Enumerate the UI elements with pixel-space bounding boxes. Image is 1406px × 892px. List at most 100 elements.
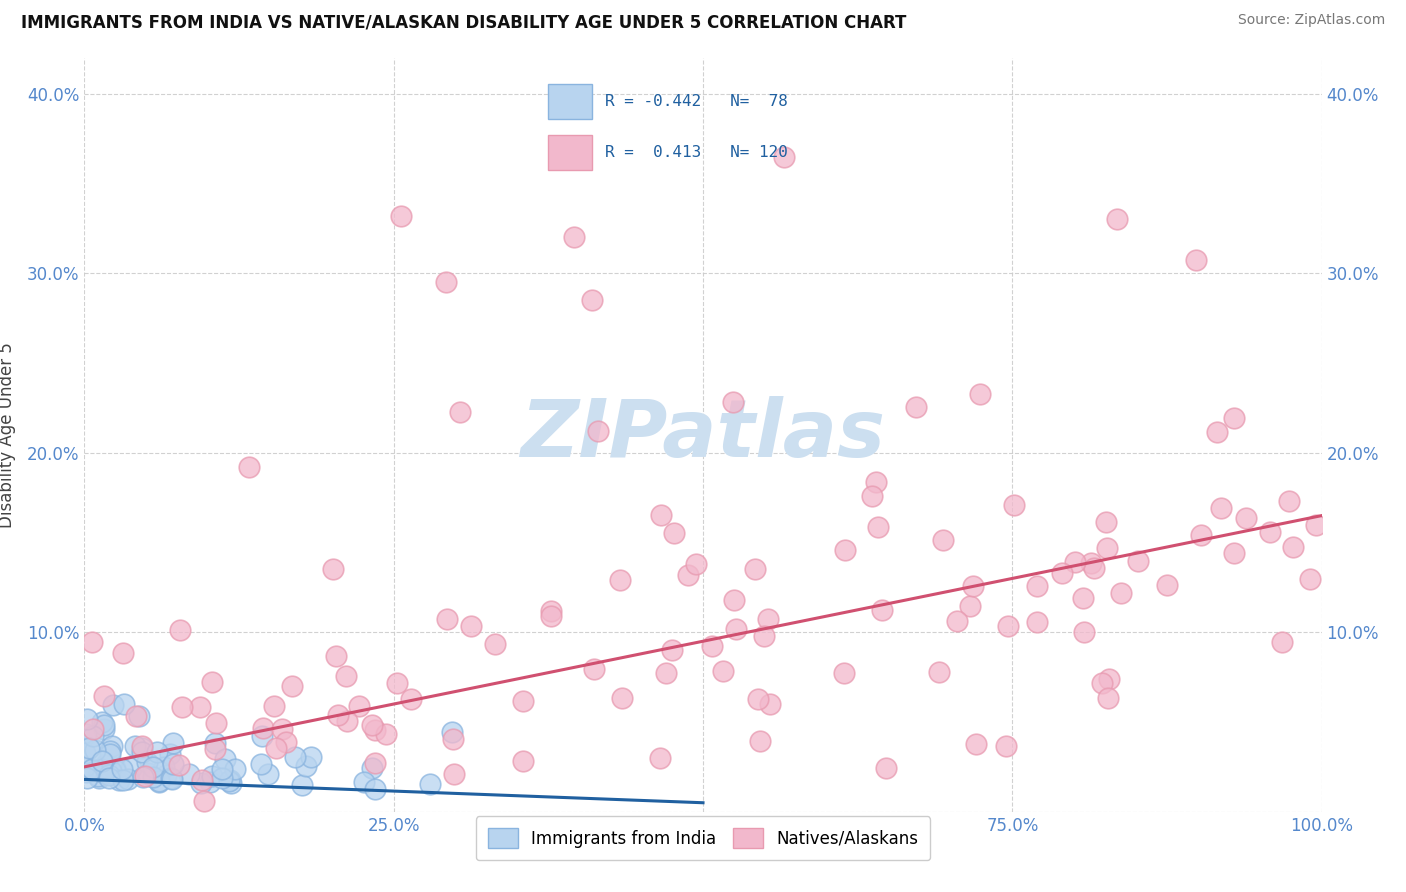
Point	[1222, 546, 1244, 560]
Point	[136, 766, 159, 780]
Point	[322, 562, 344, 576]
Point	[1080, 557, 1102, 571]
Point	[832, 665, 855, 680]
Point	[76, 772, 98, 786]
Point	[155, 768, 177, 782]
Point	[749, 734, 772, 748]
Point	[76, 712, 98, 726]
Point	[91, 754, 114, 768]
Text: R =  0.413   N= 120: R = 0.413 N= 120	[605, 145, 787, 161]
Point	[685, 558, 707, 572]
Point	[162, 756, 184, 771]
Point	[263, 699, 285, 714]
Point	[1278, 494, 1301, 508]
Point	[73, 759, 96, 773]
Point	[1098, 673, 1121, 687]
Point	[160, 771, 183, 785]
Point	[1107, 212, 1129, 227]
Point	[111, 762, 134, 776]
Point	[361, 761, 384, 775]
Y-axis label: Disability Age Under 5: Disability Age Under 5	[0, 342, 15, 528]
Point	[1094, 515, 1116, 529]
Point	[136, 756, 159, 770]
Point	[201, 674, 224, 689]
Point	[172, 700, 194, 714]
Point	[759, 697, 782, 711]
Point	[190, 776, 212, 790]
Point	[100, 764, 122, 778]
Point	[87, 769, 110, 783]
Point	[284, 750, 307, 764]
Point	[1109, 586, 1132, 600]
Text: R = -0.442   N=  78: R = -0.442 N= 78	[605, 94, 787, 109]
Point	[581, 293, 603, 308]
Point	[959, 599, 981, 613]
Point	[744, 562, 766, 576]
Point	[103, 698, 125, 712]
Point	[747, 691, 769, 706]
Point	[484, 637, 506, 651]
Point	[193, 794, 215, 808]
Point	[162, 735, 184, 749]
Point	[962, 579, 984, 593]
Point	[131, 745, 153, 759]
Point	[198, 775, 221, 789]
Point	[82, 729, 104, 743]
Point	[142, 760, 165, 774]
Point	[434, 275, 457, 289]
Text: IMMIGRANTS FROM INDIA VS NATIVE/ALASKAN DISABILITY AGE UNDER 5 CORRELATION CHART: IMMIGRANTS FROM INDIA VS NATIVE/ALASKAN …	[21, 13, 907, 31]
Point	[169, 757, 191, 772]
Point	[1206, 425, 1229, 440]
Point	[91, 714, 114, 729]
Point	[101, 739, 124, 754]
Point	[1026, 579, 1049, 593]
Point	[93, 689, 115, 703]
Point	[204, 742, 226, 756]
Point	[440, 725, 463, 739]
Point	[353, 775, 375, 789]
Point	[94, 757, 117, 772]
Bar	[548, 84, 592, 119]
Point	[152, 760, 174, 774]
Point	[97, 771, 120, 785]
Point	[1071, 591, 1094, 606]
Point	[661, 642, 683, 657]
Point	[870, 603, 893, 617]
Point	[159, 747, 181, 761]
Point	[1209, 501, 1232, 516]
Point	[540, 609, 562, 624]
Point	[678, 568, 700, 582]
Point	[723, 592, 745, 607]
Point	[1185, 252, 1208, 267]
Point	[1271, 635, 1294, 649]
Point	[132, 770, 155, 784]
Point	[385, 676, 408, 690]
Point	[264, 741, 287, 756]
Point	[361, 717, 384, 731]
Point	[965, 737, 987, 751]
Point	[1222, 410, 1244, 425]
Point	[112, 697, 135, 711]
Point	[1083, 561, 1105, 575]
Point	[1281, 540, 1303, 554]
Point	[1156, 578, 1178, 592]
Point	[112, 772, 135, 787]
Point	[98, 768, 121, 782]
Point	[328, 707, 350, 722]
Point	[441, 732, 464, 747]
Point	[436, 612, 458, 626]
Point	[721, 394, 744, 409]
Point	[711, 664, 734, 678]
Point	[700, 639, 723, 653]
Point	[257, 767, 280, 781]
Point	[276, 735, 298, 749]
Point	[865, 475, 887, 490]
Point	[1299, 573, 1322, 587]
Point	[75, 765, 97, 780]
Point	[205, 716, 228, 731]
Point	[98, 744, 121, 758]
Point	[82, 722, 104, 736]
Point	[724, 623, 747, 637]
Point	[177, 766, 200, 780]
Point	[1258, 524, 1281, 539]
